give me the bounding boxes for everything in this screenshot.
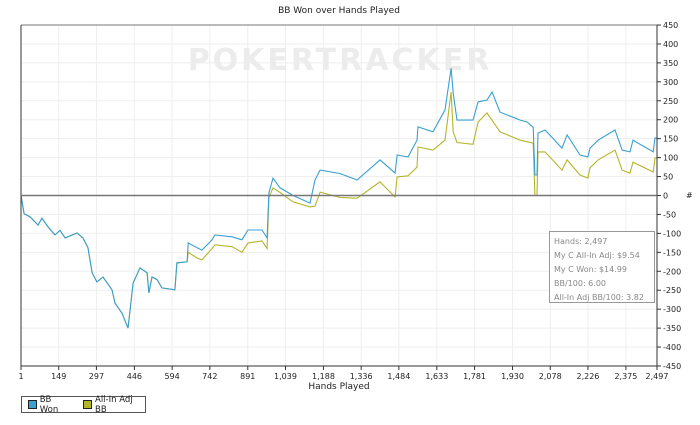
legend-item-all-in-adj-bb[interactable]: All-In Adj BB xyxy=(83,395,145,415)
x-tick-label: 2,078 xyxy=(539,372,562,381)
x-tick-label: 1,781 xyxy=(463,372,486,381)
x-axis-label: Hands Played xyxy=(308,382,369,392)
chart-area: POKERTRACKER 450 400 350 300 250 200 150 100 50 0… xyxy=(18,21,693,392)
y-tick-label: 350 xyxy=(663,59,678,68)
x-tick-label: 1,039 xyxy=(274,372,297,381)
tooltip-hands: Hands: 2,497 xyxy=(554,237,608,246)
x-tick-label: 2,375 xyxy=(614,372,637,381)
x-tick-label: 1,930 xyxy=(501,372,524,381)
x-tick-label: 891 xyxy=(240,372,255,381)
y-tick-label: 200 xyxy=(663,116,678,125)
x-tick-label: 1,633 xyxy=(425,372,448,381)
y-tick-label: -100 xyxy=(663,229,681,238)
axes: 450 400 350 300 250 200 150 100 50 0 -50 -100 -150 -2… xyxy=(18,21,681,381)
y-tick-label: 300 xyxy=(663,78,678,87)
tooltip-won: My C Won: $14.99 xyxy=(554,265,627,274)
x-tick-label: 1,336 xyxy=(350,372,373,381)
watermark: POKERTRACKER xyxy=(188,43,493,78)
x-tick-label: 149 xyxy=(51,372,66,381)
stats-tooltip: Hands: 2,497 My C All-In Adj: $9.54 My C… xyxy=(549,231,655,303)
y-tick-label: 400 xyxy=(663,40,678,49)
series-line-bb-won xyxy=(20,68,657,329)
y-tick-label: 50 xyxy=(663,173,673,182)
legend-swatch xyxy=(28,400,37,409)
x-tick-label: 1 xyxy=(18,372,23,381)
series-lines xyxy=(20,68,657,329)
legend-label: BB Won xyxy=(39,394,59,415)
y-tick-label: -300 xyxy=(663,305,681,314)
x-tick-label: 1,188 xyxy=(312,372,335,381)
x-tick-label: 2,226 xyxy=(576,372,599,381)
y-axis-label: # xyxy=(686,191,693,200)
x-tick-label: 742 xyxy=(202,372,217,381)
legend: BB Won All-In Adj BB xyxy=(21,395,146,415)
y-tick-label: -450 xyxy=(663,362,681,371)
legend-swatch xyxy=(83,400,92,409)
y-tick-label: -150 xyxy=(663,248,681,257)
tooltip-all-in-adj: My C All-In Adj: $9.54 xyxy=(554,251,640,260)
x-tick-label: 594 xyxy=(164,372,179,381)
chart-title: BB Won over Hands Played xyxy=(278,6,400,16)
x-tick-label: 297 xyxy=(89,372,104,381)
x-tick-label: 2,497 xyxy=(646,372,669,381)
y-tick-label: 150 xyxy=(663,135,678,144)
y-tick-label: -400 xyxy=(663,343,681,352)
y-tick-label: 250 xyxy=(663,97,678,106)
tooltip-all-in-bb100: All-In Adj BB/100: 3.82 xyxy=(554,293,644,302)
tooltip-bb100: BB/100: 6.00 xyxy=(554,279,606,288)
y-tick-label: 100 xyxy=(663,154,678,163)
legend-item-bb-won[interactable]: BB Won xyxy=(28,395,71,415)
y-tick-label: -50 xyxy=(663,210,676,219)
legend-label: All-In Adj BB xyxy=(95,394,133,415)
y-tick-label: -200 xyxy=(663,267,681,276)
y-tick-label: 450 xyxy=(663,21,678,30)
y-tick-label: -350 xyxy=(663,324,681,333)
x-tick-label: 446 xyxy=(127,372,142,381)
y-tick-label: 0 xyxy=(663,192,668,201)
y-tick-label: -250 xyxy=(663,286,681,295)
x-tick-label: 1,484 xyxy=(387,372,410,381)
